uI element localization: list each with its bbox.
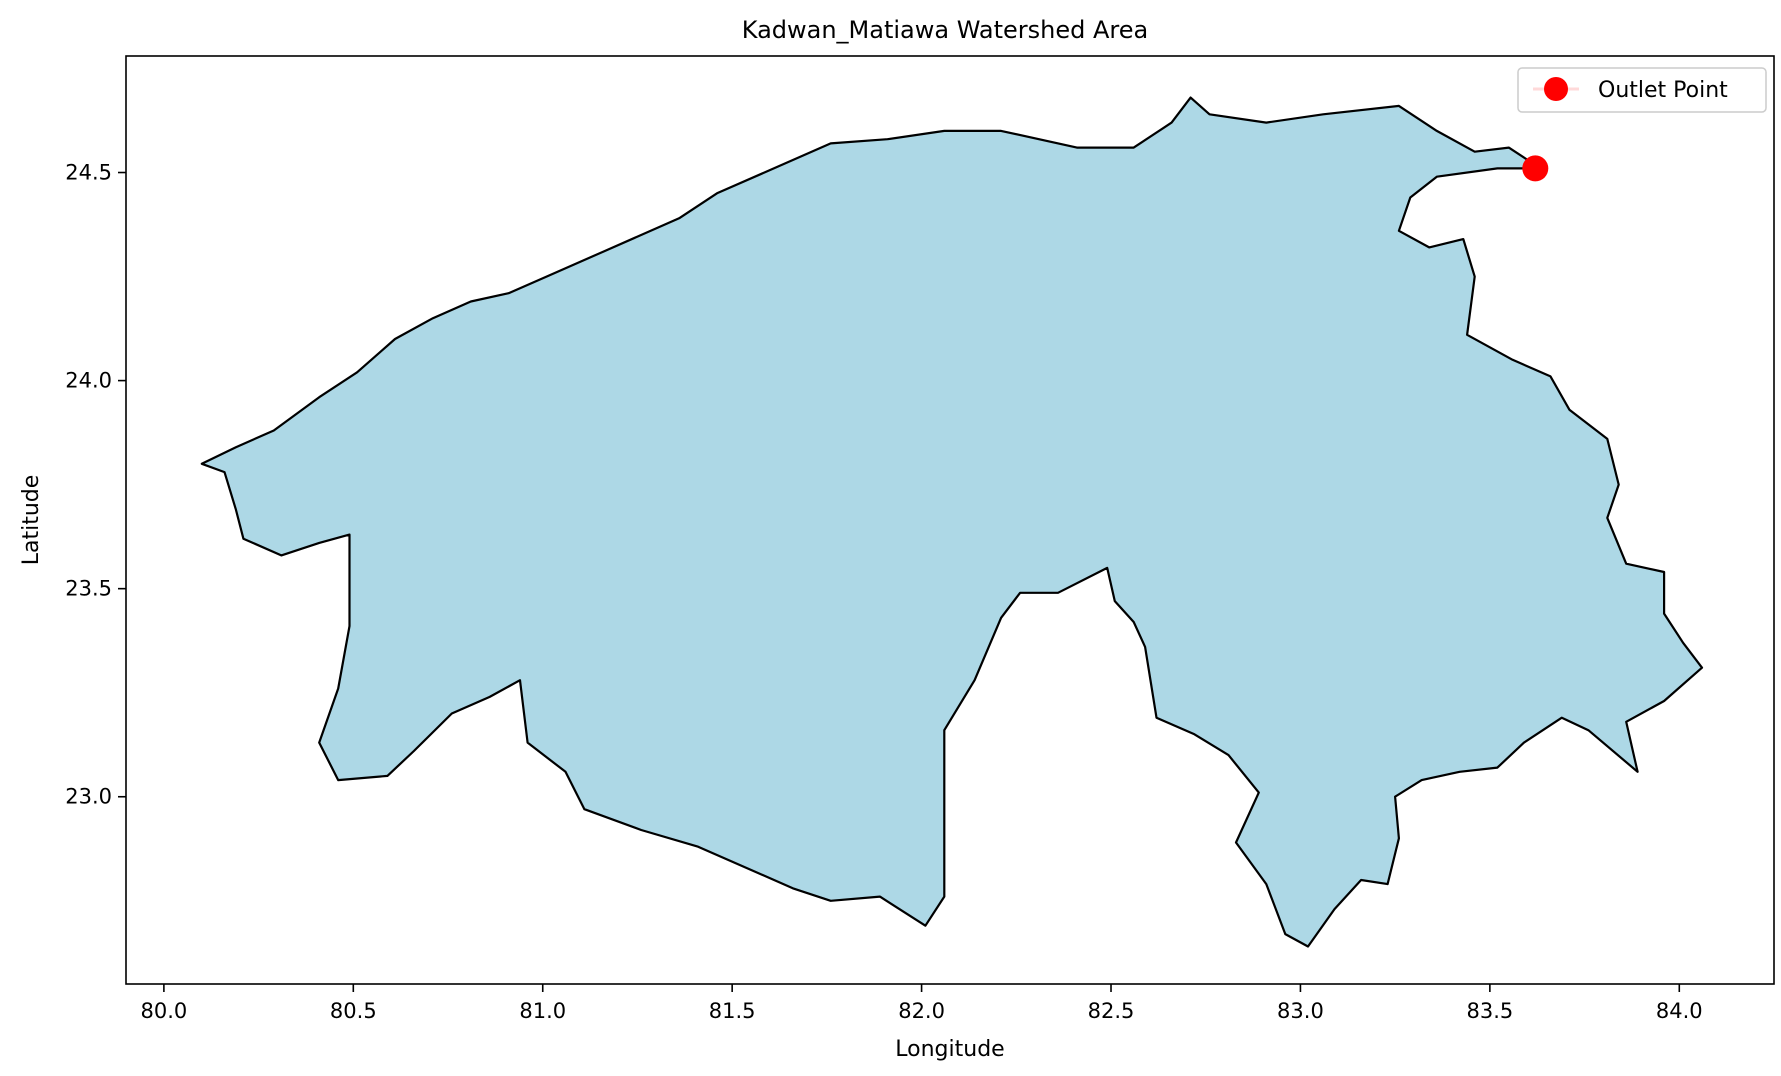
outlet-point-marker	[1522, 155, 1549, 182]
x-tick-label: 80.5	[330, 999, 377, 1023]
x-axis-ticks: 80.0 80.5 81.0 81.5 82.0 82.5 83.0 83.5 84.0	[141, 984, 1703, 1023]
x-tick-label: 82.5	[1088, 999, 1135, 1023]
x-axis-label: Longitude	[895, 1037, 1004, 1062]
x-tick-label: 82.0	[898, 999, 945, 1023]
y-axis-ticks: 23.0 23.5 24.0 24.5	[65, 161, 126, 809]
y-tick-label: 24.0	[65, 369, 112, 393]
x-tick-label: 81.5	[709, 999, 756, 1023]
legend: Outlet Point	[1517, 67, 1767, 113]
watershed-polygon	[200, 96, 1704, 948]
y-tick-label: 24.5	[65, 161, 112, 185]
x-tick-label: 80.0	[141, 999, 188, 1023]
y-tick-label: 23.0	[65, 785, 112, 809]
x-tick-label: 83.5	[1466, 999, 1513, 1023]
axes-frame	[125, 55, 1775, 985]
y-axis-label: Latitude	[19, 475, 44, 566]
chart-title: Kadwan_Matiawa Watershed Area	[742, 16, 1149, 44]
legend-label: Outlet Point	[1598, 78, 1728, 103]
x-tick-label: 83.0	[1277, 999, 1324, 1023]
x-tick-label: 84.0	[1656, 999, 1703, 1023]
plot-area	[125, 55, 1775, 985]
y-tick-label: 23.5	[65, 577, 112, 601]
x-tick-label: 81.0	[519, 999, 566, 1023]
legend-marker	[1544, 77, 1568, 101]
legend-box	[1517, 67, 1767, 113]
